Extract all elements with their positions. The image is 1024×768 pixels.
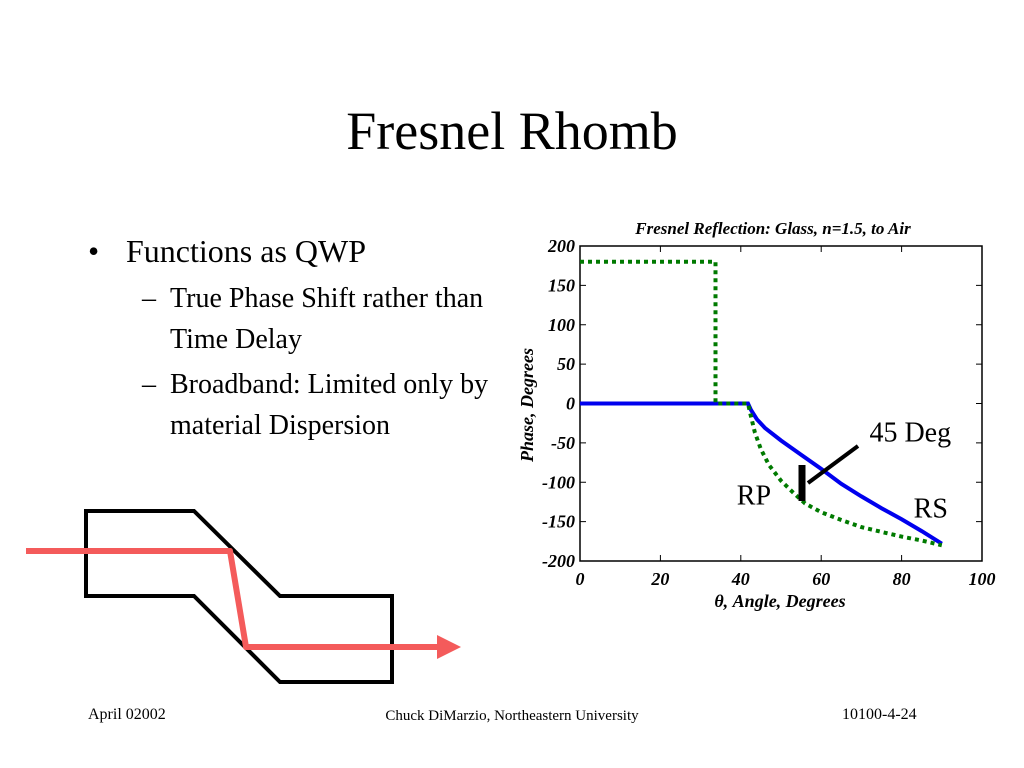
light-beam	[26, 548, 440, 650]
bullet-dash: –	[142, 283, 156, 314]
slide-title: Fresnel Rhomb	[346, 101, 678, 161]
y-tick-label: 200	[547, 236, 575, 256]
y-tick-label: 0	[566, 394, 575, 414]
annotation-label: 45 Deg	[869, 417, 951, 448]
beam-arrowhead	[437, 635, 461, 659]
y-tick-label: -200	[542, 551, 575, 571]
annotation-pointer	[806, 444, 860, 485]
y-tick-label: -100	[542, 472, 575, 492]
chart-annotations: 45 Deg RP RS	[737, 417, 951, 524]
annotation-label: RS	[914, 494, 948, 525]
y-tick-label: -150	[542, 512, 575, 532]
bullet-list: • Functions as QWP – True Phase Shift ra…	[88, 232, 508, 450]
bullet-item: • Functions as QWP	[88, 232, 508, 270]
x-tick-label: 40	[731, 569, 750, 589]
series-lines	[580, 259, 943, 548]
theta-symbol: θ	[714, 591, 724, 611]
x-tick-label: 60	[812, 569, 830, 589]
x-tick-label: 20	[650, 569, 669, 589]
y-axis-label: Phase, Degrees	[517, 348, 537, 463]
series-line-rs	[580, 401, 943, 546]
y-tick-label: 100	[548, 315, 575, 335]
chart-title: Fresnel Reflection: Glass, n=1.5, to Air	[634, 219, 911, 238]
sub-bullet-text: Broadband: Limited only by material Disp…	[170, 369, 489, 441]
y-tick-label: 50	[557, 354, 575, 374]
rhomb-outline	[84, 509, 394, 684]
footer-author: Chuck DiMarzio, Northeastern University	[385, 708, 639, 724]
y-tick-label: 150	[548, 275, 575, 295]
sub-bullet-item: – True Phase Shift rather than Time Dela…	[88, 278, 508, 360]
axis-ticks: 0 20 40 60 80 100 200 150 100 50 0 -50 -100 -150 -200	[542, 236, 996, 589]
x-tick-label: 0	[576, 569, 585, 589]
bullet-text: Functions as QWP	[126, 233, 366, 269]
footer-slide-number: 10100-4-24	[842, 706, 917, 723]
sub-bullet-item: – Broadband: Limited only by material Di…	[88, 364, 508, 446]
y-tick-label: -50	[551, 433, 575, 453]
footer-date: April 02002	[88, 706, 166, 723]
bullet-dash: –	[142, 369, 156, 400]
x-axis-label: θ, Angle, Degrees	[714, 591, 845, 611]
x-axis-label-text: , Angle, Degrees	[723, 591, 846, 611]
x-tick-label: 80	[893, 569, 911, 589]
sub-bullet-text: True Phase Shift rather than Time Delay	[170, 283, 484, 355]
x-tick-label: 100	[969, 569, 996, 589]
annotation-label: RP	[737, 480, 771, 511]
series-line-rp	[580, 259, 943, 548]
bullet-dot: •	[88, 233, 100, 269]
